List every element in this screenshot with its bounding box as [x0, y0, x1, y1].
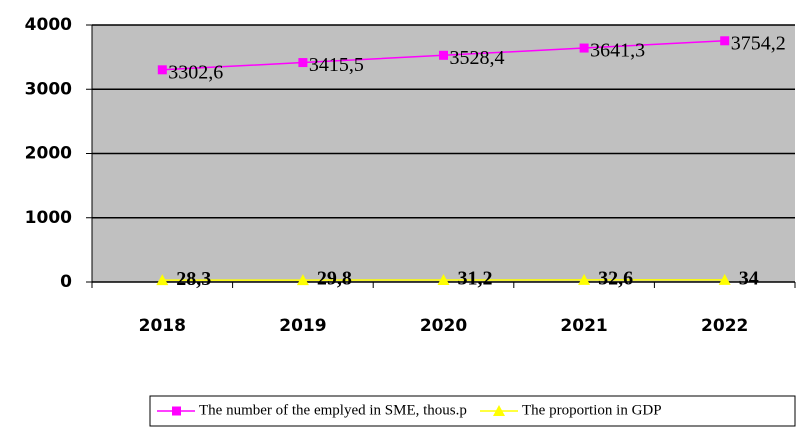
y-tick-label: 4000 [25, 15, 72, 35]
data-label: 3754,2 [731, 32, 786, 54]
marker [578, 273, 591, 285]
y-tick-label: 3000 [25, 79, 72, 99]
legend-label: The proportion in GDP [522, 402, 662, 418]
marker [298, 58, 308, 68]
legend-marker [493, 405, 505, 416]
data-label: 29,8 [317, 268, 352, 290]
data-label: 3415,5 [309, 54, 364, 76]
marker [156, 274, 169, 286]
x-tick-label: 2019 [279, 316, 326, 336]
x-tick-label: 2022 [701, 316, 748, 336]
data-label: 34 [739, 267, 759, 289]
y-tick-label: 2000 [25, 144, 72, 164]
data-label: 3641,3 [590, 40, 645, 62]
marker [439, 50, 448, 60]
x-tick-label: 2018 [139, 316, 186, 336]
marker [718, 273, 731, 285]
legend-label: The number of the emplyed in SME, thous.… [199, 402, 467, 418]
y-tick-label: 0 [60, 272, 72, 292]
data-label: 32,6 [598, 267, 633, 289]
legend-marker [172, 406, 181, 416]
data-label: 28,3 [176, 268, 211, 290]
marker [296, 274, 309, 286]
marker [157, 65, 167, 75]
y-tick-label: 1000 [25, 208, 72, 228]
marker [437, 273, 450, 285]
data-label: 3302,6 [168, 61, 223, 83]
marker [720, 36, 730, 46]
x-tick-label: 2020 [420, 316, 467, 336]
legend-box [149, 395, 796, 427]
data-label: 3528,4 [450, 47, 505, 69]
marker [579, 43, 589, 53]
x-tick-label: 2021 [560, 316, 607, 336]
data-label: 31,2 [458, 268, 493, 290]
